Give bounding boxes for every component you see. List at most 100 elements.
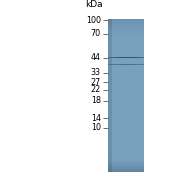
Bar <box>108 28 144 30</box>
Bar <box>127 57 128 58</box>
Bar <box>137 64 138 65</box>
Bar <box>108 115 144 117</box>
Bar <box>108 22 144 24</box>
Bar <box>134 57 136 58</box>
Bar <box>118 57 119 58</box>
Bar <box>114 57 115 58</box>
Bar <box>108 145 144 147</box>
Bar <box>108 44 144 46</box>
Bar <box>137 57 138 58</box>
Bar <box>108 42 144 44</box>
Bar <box>133 57 134 58</box>
Bar <box>108 36 144 38</box>
Bar <box>108 122 144 124</box>
Bar <box>116 64 118 65</box>
Text: 33: 33 <box>91 68 101 77</box>
Bar <box>108 142 144 144</box>
Bar <box>108 69 144 71</box>
Bar <box>108 82 144 84</box>
Bar <box>108 128 144 130</box>
Bar <box>134 64 136 65</box>
Bar <box>136 57 137 58</box>
Bar <box>108 76 144 78</box>
Bar <box>126 57 127 58</box>
Bar <box>108 21 144 22</box>
Text: kDa: kDa <box>85 0 103 8</box>
Bar <box>112 64 113 65</box>
Bar <box>108 50 144 51</box>
Bar <box>108 153 144 155</box>
Bar <box>121 57 122 58</box>
Bar <box>140 57 142 58</box>
Bar <box>116 57 118 58</box>
Bar <box>108 138 144 140</box>
Bar <box>108 161 144 163</box>
Bar <box>108 159 144 161</box>
Bar <box>131 57 132 58</box>
Bar <box>114 64 115 65</box>
Bar <box>120 57 121 58</box>
Bar <box>119 64 120 65</box>
Bar <box>108 163 144 165</box>
Text: 27: 27 <box>91 78 101 87</box>
Bar <box>109 57 110 58</box>
Bar <box>108 30 144 32</box>
Bar <box>113 64 114 65</box>
Bar <box>108 48 144 50</box>
Bar <box>108 92 144 94</box>
Bar <box>108 124 144 126</box>
Bar <box>108 19 112 172</box>
Bar <box>108 78 144 80</box>
Bar <box>108 55 144 57</box>
Bar <box>108 38 144 40</box>
Bar <box>132 64 133 65</box>
Bar <box>138 64 139 65</box>
Bar <box>112 57 113 58</box>
Bar <box>121 64 122 65</box>
Bar <box>108 74 144 76</box>
Bar <box>132 57 133 58</box>
Bar <box>108 132 144 134</box>
Text: 44: 44 <box>91 53 101 62</box>
Bar <box>108 155 144 157</box>
Bar <box>108 64 109 65</box>
Bar <box>108 140 144 142</box>
Bar <box>108 113 144 115</box>
Bar <box>108 111 144 113</box>
Bar <box>108 57 109 58</box>
Bar <box>108 65 144 67</box>
Bar <box>122 57 124 58</box>
Bar <box>124 57 125 58</box>
Bar <box>108 109 144 111</box>
Bar <box>128 64 130 65</box>
Bar <box>136 64 137 65</box>
Bar <box>108 119 144 121</box>
Bar <box>143 57 144 58</box>
Bar <box>125 57 126 58</box>
Bar <box>108 101 144 103</box>
Bar <box>108 34 144 36</box>
Bar <box>142 64 143 65</box>
Bar <box>115 64 116 65</box>
Bar <box>108 90 144 92</box>
Bar <box>108 71 144 73</box>
Bar <box>126 64 127 65</box>
Text: 10: 10 <box>91 123 101 132</box>
Bar <box>119 57 120 58</box>
Bar <box>125 64 126 65</box>
Text: 18: 18 <box>91 96 101 105</box>
Text: 14: 14 <box>91 114 101 123</box>
Bar <box>108 59 144 61</box>
Bar <box>120 64 121 65</box>
Bar <box>108 165 144 167</box>
Bar <box>133 64 134 65</box>
Bar <box>108 99 144 101</box>
Bar <box>108 157 144 159</box>
Bar <box>108 40 144 42</box>
Bar <box>108 51 144 53</box>
Bar <box>142 57 143 58</box>
Bar <box>108 130 144 132</box>
Bar <box>108 96 144 97</box>
Bar <box>108 88 144 90</box>
Text: 70: 70 <box>91 29 101 38</box>
